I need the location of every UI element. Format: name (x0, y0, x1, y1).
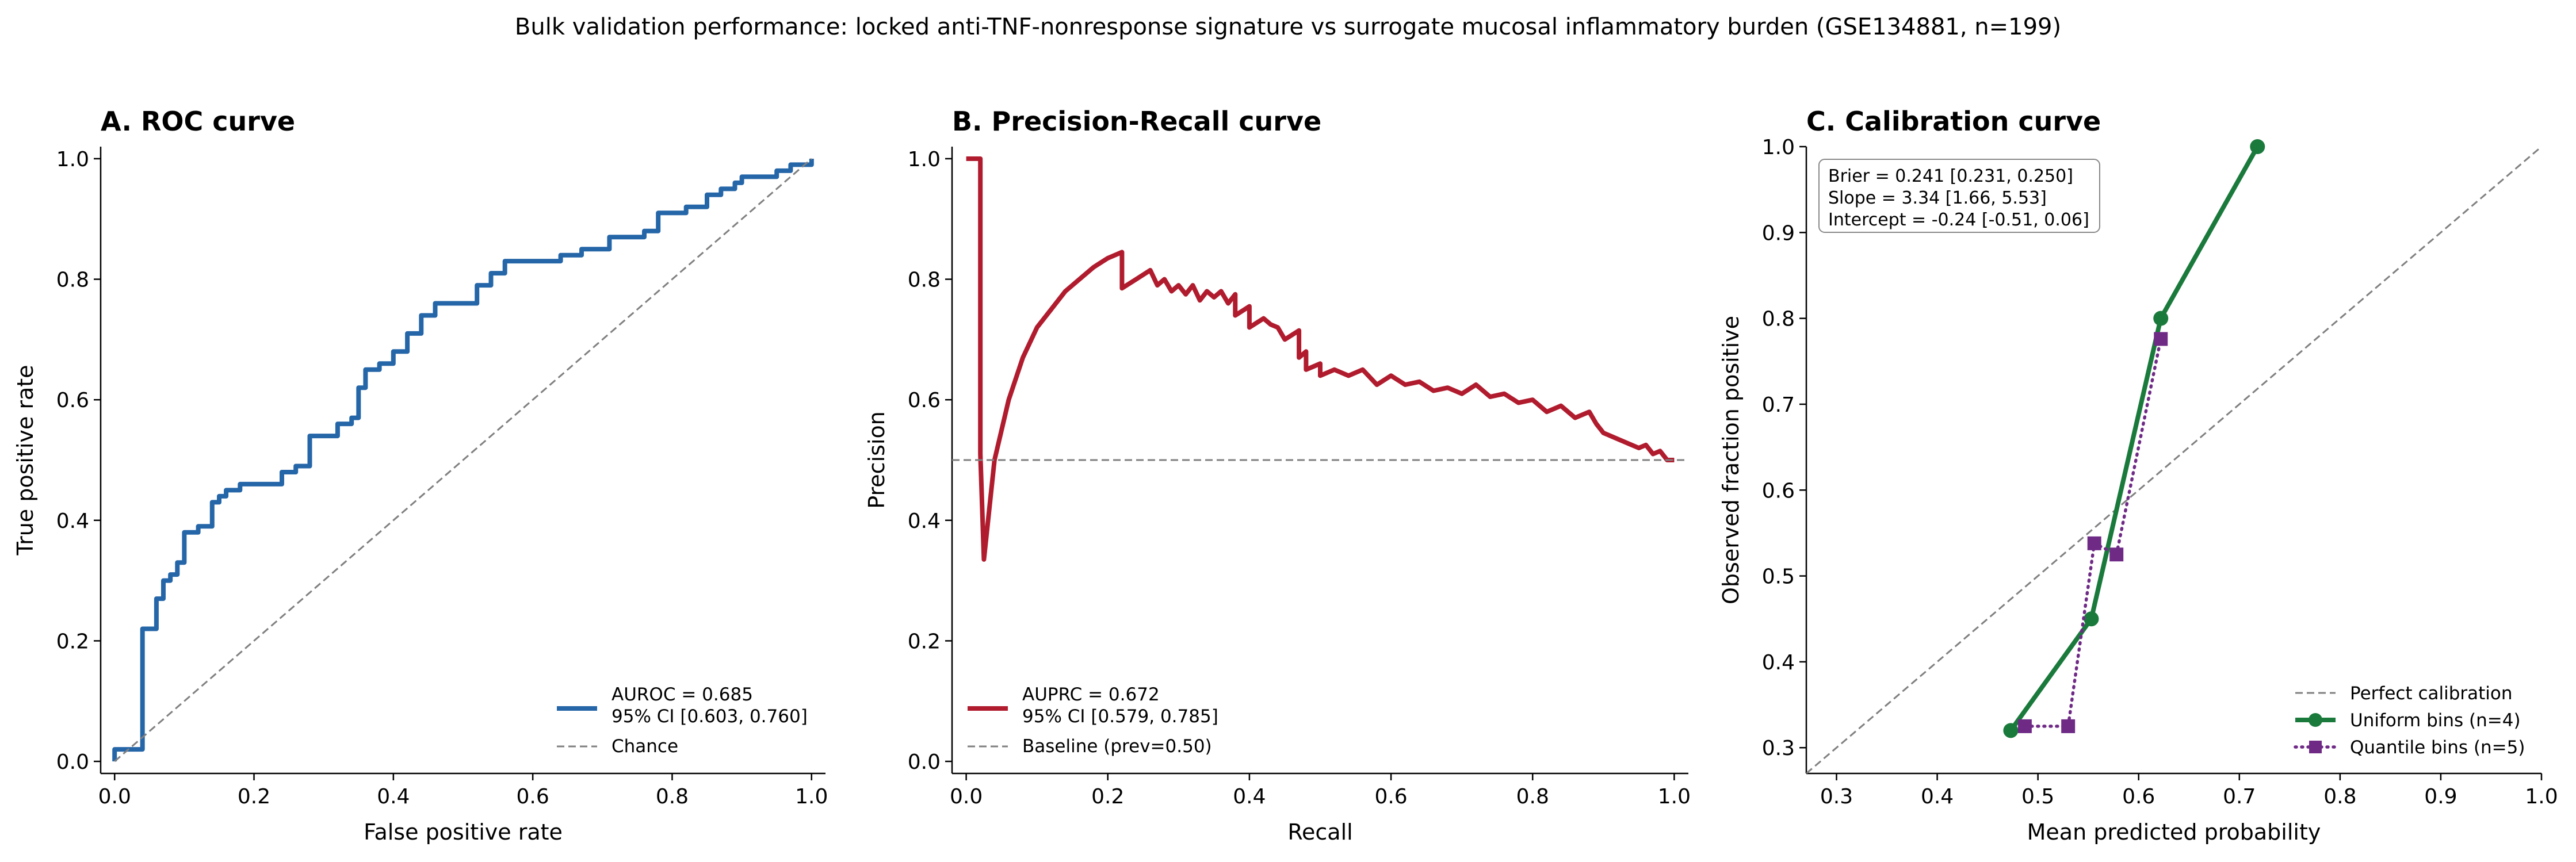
legend-marker (2309, 713, 2322, 727)
y-tick-label: 0.4 (908, 509, 941, 533)
legend-label-reference: Chance (611, 736, 678, 757)
y-tick-label: 0.2 (56, 630, 89, 653)
legend-label-primary-ci: 95% CI [0.603, 0.760] (611, 706, 808, 727)
annotation-line: Slope = 3.34 [1.66, 5.53] (1828, 188, 2047, 208)
x-tick-label: 0.4 (377, 785, 410, 809)
panel-precision-recall-curve: B. Precision-Recall curve Recall Precision… (864, 106, 1691, 845)
x-tick-label: 0.6 (517, 785, 549, 809)
data-point (2153, 311, 2169, 326)
x-tick-label: 1.0 (1658, 785, 1691, 809)
data-point (2250, 139, 2265, 154)
series-line-0 (966, 156, 1675, 562)
legend: Perfect calibration Uniform bins (n=4) Qua… (2294, 683, 2525, 758)
legend-label-primary: AUROC = 0.685 (611, 684, 753, 705)
series-line-0 (1806, 145, 2542, 773)
data-point (2087, 536, 2101, 550)
x-tick-label: 0.2 (238, 785, 270, 809)
y-tick-label: 0.8 (908, 269, 941, 292)
annotation-line: Brier = 0.241 [0.231, 0.250] (1828, 166, 2073, 186)
figure-suptitle: Bulk validation performance: locked anti… (515, 14, 2061, 40)
series-line-1 (114, 158, 812, 763)
x-tick-label: 0.6 (2122, 785, 2155, 809)
series-line-1 (2009, 145, 2260, 732)
x-axis-label: False positive rate (364, 819, 563, 845)
y-tick-label: 1.0 (56, 148, 89, 171)
data-point (2109, 547, 2124, 562)
x-axis-label: Mean predicted probability (2027, 819, 2321, 845)
legend-marker (2309, 741, 2322, 753)
panel-title: C. Calibration curve (1806, 106, 2101, 137)
x-tick-label: 0.6 (1374, 785, 1407, 809)
data-point (2003, 723, 2019, 738)
x-tick-label: 0.0 (98, 785, 131, 809)
y-tick-label: 0.4 (1762, 651, 1795, 675)
y-tick-label: 0.4 (56, 509, 89, 533)
x-axis-label: Recall (1287, 819, 1352, 845)
data-point (2154, 332, 2168, 346)
x-tick-label: 0.8 (656, 785, 689, 809)
series-line-0 (112, 159, 814, 761)
x-tick-label: 1.0 (795, 785, 828, 809)
y-tick-label: 0.3 (1762, 737, 1795, 760)
x-tick-label: 0.2 (1091, 785, 1124, 809)
y-tick-label: 1.0 (1762, 136, 1795, 159)
y-axis-label: True positive rate (13, 365, 38, 555)
y-tick-label: 0.6 (908, 389, 941, 412)
x-tick-label: 0.0 (950, 785, 983, 809)
panel-calibration-curve: C. Calibration curve Mean predicted proba… (1718, 106, 2558, 845)
x-tick-label: 0.9 (2424, 785, 2457, 809)
y-tick-label: 1.0 (908, 148, 941, 171)
y-tick-label: 0.6 (56, 389, 89, 412)
y-tick-label: 0.8 (1762, 308, 1795, 331)
y-tick-label: 0.9 (1762, 221, 1795, 245)
y-axis-label: Precision (864, 411, 889, 509)
legend-label-primary-ci: 95% CI [0.579, 0.785] (1022, 706, 1218, 727)
y-tick-label: 0.2 (908, 630, 941, 653)
data-point (2084, 611, 2099, 627)
x-tick-label: 0.7 (2223, 785, 2256, 809)
y-tick-label: 0.7 (1762, 393, 1795, 417)
annotation-line: Intercept = -0.24 [-0.51, 0.06] (1828, 210, 2089, 230)
annotation-box (1818, 159, 2100, 233)
legend-label-0: Perfect calibration (2350, 683, 2513, 704)
y-tick-label: 0.8 (56, 269, 89, 292)
x-tick-label: 0.5 (2021, 785, 2054, 809)
y-tick-label: 0.5 (1762, 565, 1795, 589)
x-tick-label: 0.3 (1820, 785, 1853, 809)
panel-title: A. ROC curve (101, 106, 295, 137)
y-axis-label: Observed fraction positive (1718, 316, 1744, 604)
legend-label-1: Uniform bins (n=4) (2350, 710, 2521, 731)
calibration-annotation: Brier = 0.241 [0.231, 0.250]Slope = 3.34… (1818, 159, 2100, 233)
x-tick-label: 0.4 (1921, 785, 1954, 809)
data-point (2061, 719, 2076, 733)
legend-label-2: Quantile bins (n=5) (2350, 737, 2525, 758)
y-tick-label: 0.6 (1762, 479, 1795, 503)
x-tick-label: 0.8 (1516, 785, 1549, 809)
legend-label-reference: Baseline (prev=0.50) (1022, 736, 1212, 757)
panel-roc-curve: A. ROC curve False positive rate True posi… (13, 106, 828, 845)
x-tick-label: 0.4 (1233, 785, 1266, 809)
data-point (2017, 719, 2032, 733)
panel-title: B. Precision-Recall curve (952, 106, 1321, 137)
x-tick-label: 0.8 (2323, 785, 2356, 809)
y-tick-label: 0.0 (908, 750, 941, 774)
x-tick-label: 1.0 (2525, 785, 2558, 809)
y-tick-label: 0.0 (56, 750, 89, 774)
legend-label-primary: AUPRC = 0.672 (1022, 684, 1160, 705)
